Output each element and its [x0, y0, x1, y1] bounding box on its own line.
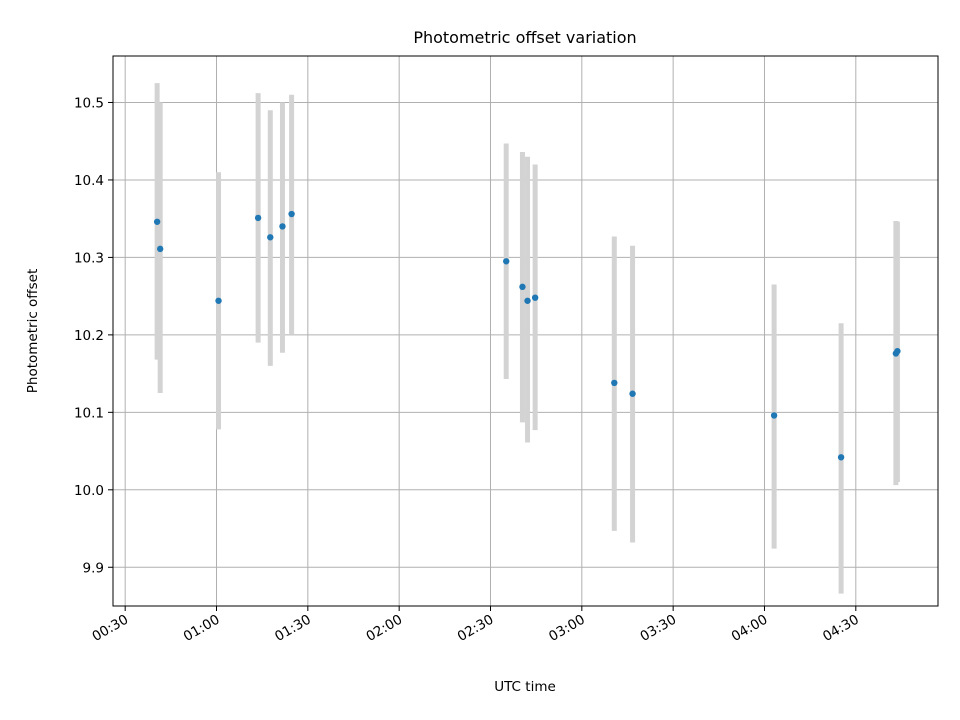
x-tick-label: 04:30 [820, 612, 862, 645]
x-axis-label: UTC time [494, 679, 556, 695]
x-tick-label: 01:00 [181, 612, 223, 645]
y-tick-label: 10.0 [74, 483, 104, 499]
data-point [524, 297, 531, 304]
data-point [519, 283, 526, 291]
y-tick-label: 10.3 [74, 250, 104, 266]
data-point [770, 412, 778, 419]
data-point [254, 214, 262, 222]
y-tick-label: 10.5 [74, 95, 104, 111]
y-axis-ticks: 9.9 10.0 10.1 10.2 10.3 10.4 10.5 [74, 95, 113, 576]
y-tick-label: 10.2 [74, 328, 104, 344]
x-tick-label: 01:30 [272, 612, 314, 645]
y-tick-label: 10.4 [74, 173, 104, 189]
data-points [153, 210, 901, 461]
data-point [279, 223, 286, 230]
data-point [611, 379, 618, 387]
x-tick-label: 04:00 [729, 612, 771, 645]
data-point [531, 294, 539, 301]
x-tick-label: 00:30 [89, 612, 131, 645]
data-point [215, 297, 222, 304]
x-tick-label: 03:00 [546, 612, 588, 645]
y-tick-label: 10.1 [74, 405, 104, 421]
data-point [837, 454, 845, 461]
data-point [267, 234, 274, 241]
data-point [153, 218, 161, 225]
data-point [156, 245, 164, 253]
data-point [894, 347, 901, 355]
x-tick-label: 02:00 [363, 612, 405, 645]
data-point [629, 390, 636, 397]
plot-frame [112, 55, 939, 607]
error-bars [154, 83, 900, 594]
x-tick-label: 02:30 [455, 612, 497, 645]
data-point [503, 258, 510, 265]
y-tick-label: 9.9 [83, 560, 104, 576]
data-point [288, 210, 295, 218]
y-axis-label: Photometric offset [25, 269, 41, 393]
chart-title: Photometric offset variation [413, 28, 636, 47]
x-axis-ticks: 00:30 01:00 01:30 02:00 02:30 03:00 03:30 04:00… [89, 606, 862, 645]
x-tick-label: 03:30 [637, 612, 679, 645]
